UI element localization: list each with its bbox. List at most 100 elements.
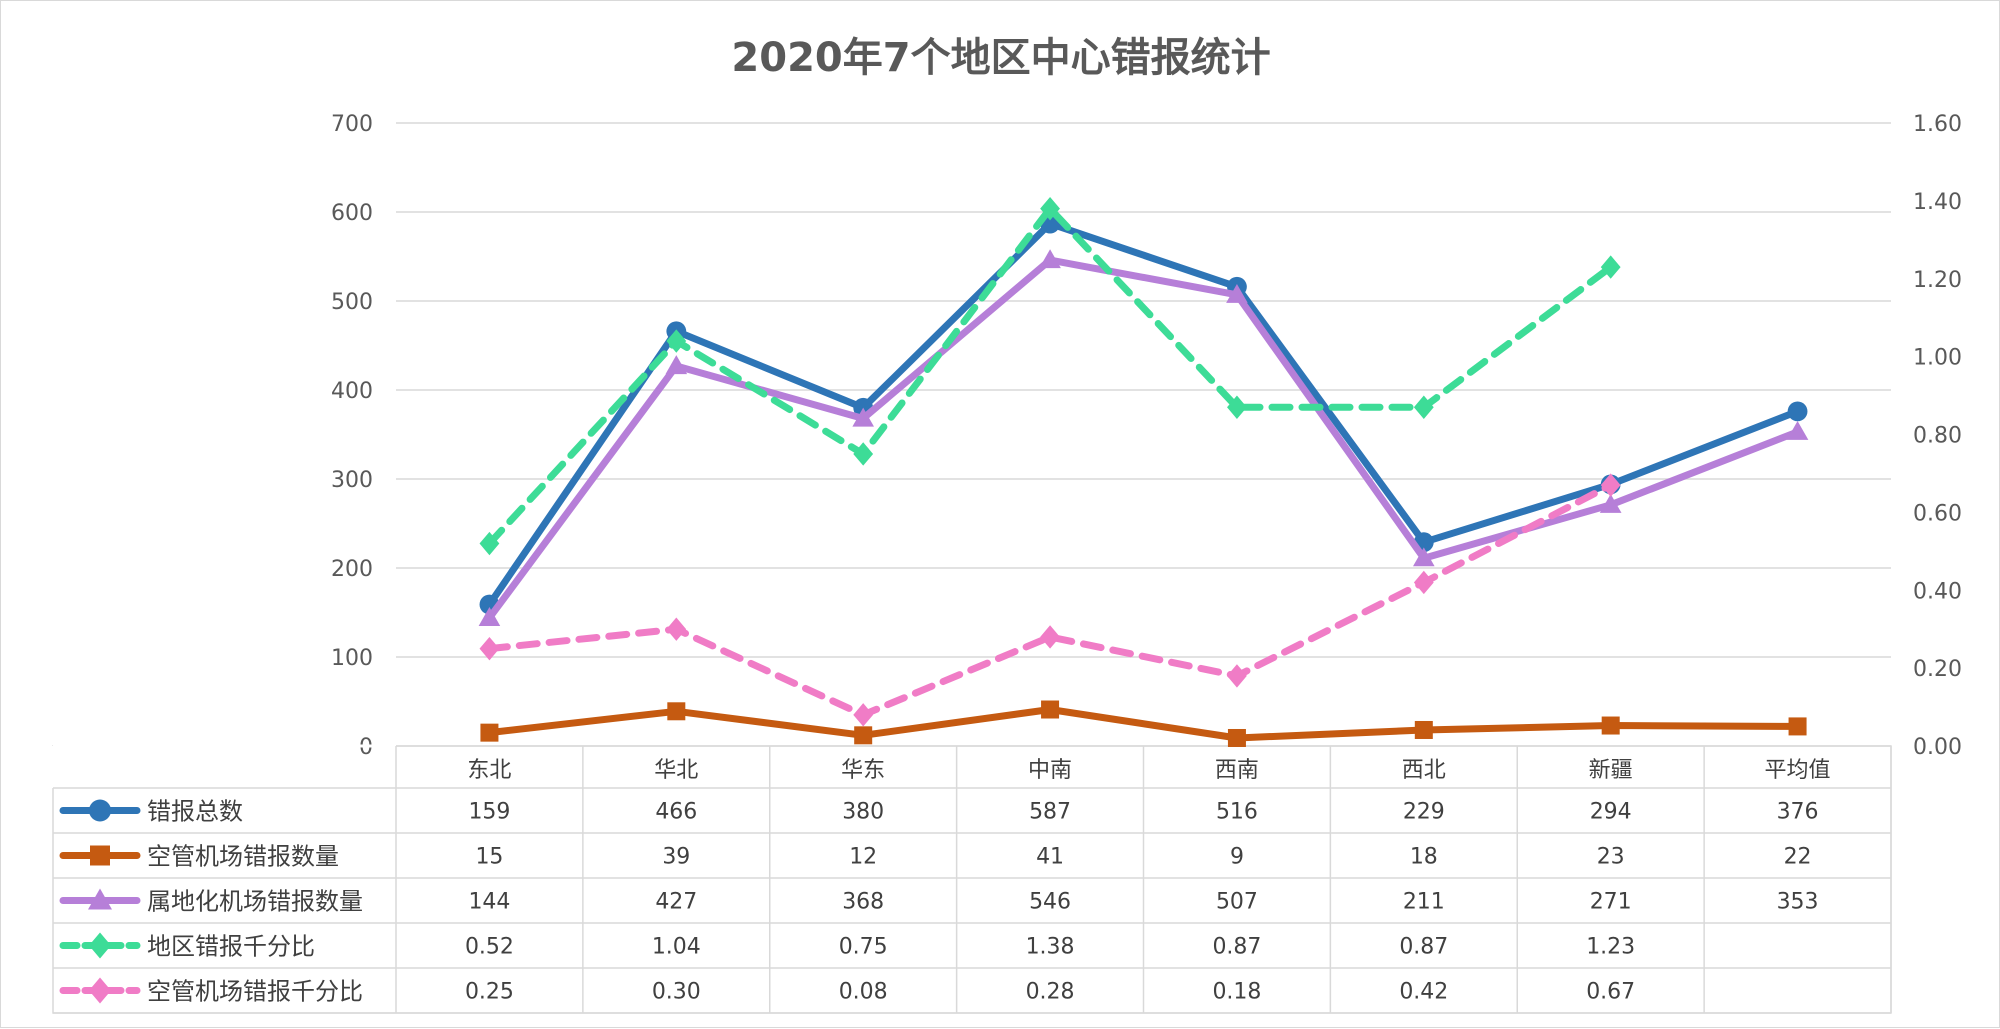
- y-right-tick-label: 0.60: [1913, 501, 1962, 526]
- data-point: [1600, 255, 1621, 279]
- table-cell: 0.42: [1399, 980, 1448, 1005]
- legend-label: 空管机场错报千分比: [147, 978, 363, 1006]
- data-point: [1227, 728, 1246, 747]
- data-point: [1413, 547, 1435, 567]
- gridlines: [396, 122, 1891, 747]
- table-cell: 39: [662, 845, 690, 870]
- series-line: [485, 706, 1802, 742]
- data-point: [1040, 625, 1060, 649]
- table-cell: 376: [1777, 800, 1819, 825]
- data-point: [1601, 716, 1620, 735]
- x-tick-label: 华东: [841, 758, 885, 783]
- table-cell: 0.87: [1399, 935, 1448, 960]
- y-left-tick-label: 700: [331, 112, 373, 137]
- table-cell: 229: [1403, 800, 1445, 825]
- y-left-tick-label: 200: [331, 557, 373, 582]
- data-point: [1599, 494, 1622, 513]
- data-point: [853, 442, 874, 466]
- table-cell: 9: [1230, 845, 1244, 870]
- series-layer: [478, 196, 1809, 747]
- data-point: [1227, 395, 1247, 419]
- legend-key-marker: [89, 977, 111, 1004]
- y-left-tick-label: 500: [331, 290, 373, 315]
- y-left-tick-label: 100: [331, 646, 373, 671]
- table-cell: 144: [468, 890, 510, 915]
- table-cell: 427: [655, 890, 697, 915]
- data-point: [1414, 720, 1433, 739]
- y-right-tick-label: 0.40: [1913, 579, 1962, 604]
- data-point: [1787, 401, 1808, 422]
- y-left-tick-label: 300: [331, 468, 373, 493]
- series-3: [479, 196, 1621, 556]
- legend-key: [59, 845, 141, 866]
- data-point: [479, 531, 500, 556]
- table-cell: 294: [1590, 800, 1632, 825]
- series-line: [485, 481, 1615, 719]
- legend-key: [59, 799, 141, 822]
- legend-key: [59, 977, 141, 1004]
- legend-label: 错报总数: [147, 798, 243, 826]
- data-point: [852, 407, 874, 427]
- series-1: [480, 700, 1807, 747]
- x-tick-label: 西南: [1215, 758, 1259, 783]
- series-2: [478, 249, 1809, 626]
- legend-key-marker: [89, 799, 111, 822]
- y-axis-right: 0.00 0.20 0.40 0.60 0.80 1.00 1.20 1.40 1.60: [1913, 112, 1962, 760]
- data-point: [1786, 421, 1809, 440]
- table-cell: 0.30: [652, 980, 701, 1005]
- table-cell: 271: [1590, 890, 1632, 915]
- data-point: [666, 617, 687, 641]
- x-tick-label: 中南: [1028, 758, 1072, 783]
- y-left-tick-label: 400: [331, 379, 373, 404]
- y-left-tick-label: 600: [331, 201, 373, 226]
- table-cell: 0.52: [465, 935, 514, 960]
- table-cell: 0.25: [465, 980, 514, 1005]
- table-cell: 0.75: [839, 935, 888, 960]
- y-right-tick-label: 1.60: [1913, 112, 1962, 137]
- table-cell: 466: [655, 800, 697, 825]
- series-4: [479, 473, 1621, 727]
- data-point: [667, 702, 686, 721]
- table-cell: 0.87: [1212, 935, 1261, 960]
- data-point: [1413, 570, 1434, 595]
- table-cell: 15: [475, 845, 503, 870]
- x-tick-label: 西北: [1402, 758, 1446, 783]
- y-right-tick-label: 1.00: [1913, 346, 1962, 371]
- table-cell: 18: [1410, 845, 1438, 870]
- table-cell: 0.67: [1586, 980, 1635, 1005]
- data-point: [665, 355, 688, 375]
- series-line: [485, 256, 1802, 622]
- table-cell: 23: [1597, 845, 1625, 870]
- data-point: [666, 329, 687, 353]
- legend-key-marker: [89, 932, 111, 959]
- data-point: [1226, 283, 1248, 303]
- table-cell: 0.28: [1026, 980, 1075, 1005]
- data-point: [1227, 664, 1247, 688]
- data-point: [480, 723, 499, 742]
- table-border: [52, 745, 1892, 1014]
- table-cell: 22: [1784, 845, 1812, 870]
- x-tick-label: 新疆: [1589, 758, 1633, 783]
- x-tick-label: 华北: [654, 758, 698, 783]
- x-tick-label: 平均值: [1765, 758, 1831, 783]
- table-cell: 516: [1216, 800, 1258, 825]
- y-right-tick-label: 0.80: [1913, 424, 1962, 449]
- data-point: [479, 636, 500, 661]
- legend-key: [59, 888, 141, 910]
- data-point: [478, 607, 501, 626]
- y-right-tick-label: 0.00: [1913, 735, 1962, 760]
- data-point: [1040, 196, 1060, 221]
- legend-key: [59, 932, 141, 959]
- table-cell: 41: [1036, 845, 1064, 870]
- legend-label: 空管机场错报数量: [147, 843, 339, 871]
- table-cell: 380: [842, 800, 884, 825]
- table-cell: 159: [468, 800, 510, 825]
- y-right-tick-label: 0.20: [1913, 657, 1962, 682]
- data-point: [1041, 700, 1060, 719]
- legend-key-marker: [88, 888, 112, 910]
- table-cell: 0.08: [839, 980, 888, 1005]
- table-cell: 353: [1777, 890, 1819, 915]
- data-point: [853, 703, 874, 727]
- table-cell: 12: [849, 845, 877, 870]
